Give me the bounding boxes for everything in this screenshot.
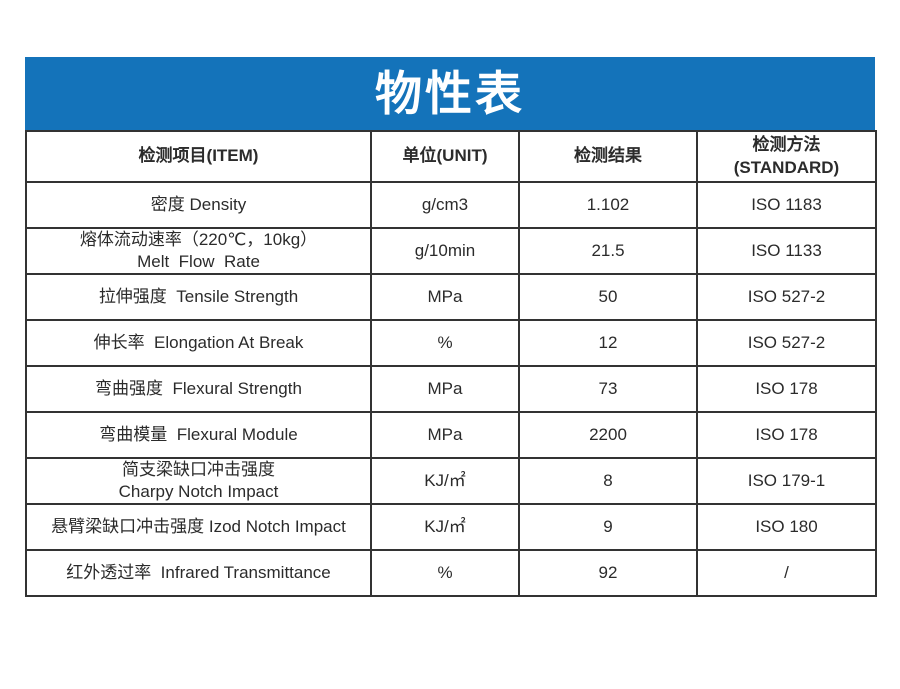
item-cell: 弯曲模量 Flexural Module [25, 411, 372, 460]
item-label: 简支梁缺口冲击强度 [122, 460, 275, 480]
item-cell: 红外透过率 Infrared Transmittance [25, 549, 372, 598]
title-banner: 物性表 [25, 57, 875, 130]
column-header-result: 检测结果 [518, 130, 698, 183]
table-row: 拉伸强度 Tensile Strength MPa 50 ISO 527-2 [25, 273, 877, 322]
header-label: 检测方法 [752, 135, 821, 155]
column-header-unit: 单位(UNIT) [370, 130, 520, 183]
result-cell: 92 [518, 549, 698, 598]
unit-cell: % [370, 319, 520, 368]
standard-cell: ISO 1183 [696, 181, 877, 229]
standard-cell: ISO 527-2 [696, 319, 877, 368]
item-label: 伸长率 Elongation At Break [93, 333, 304, 353]
item-label: 密度 Density [150, 194, 247, 214]
item-cell: 悬臂梁缺口冲击强度 Izod Notch Impact [25, 503, 372, 552]
result-cell: 50 [518, 273, 698, 322]
standard-cell: ISO 180 [696, 503, 877, 552]
item-label: 弯曲模量 Flexural Module [99, 425, 298, 445]
result-cell: 73 [518, 365, 698, 414]
table-row: 简支梁缺口冲击强度 Charpy Notch Impact KJ/㎡ 8 ISO… [25, 457, 877, 506]
unit-cell: % [370, 549, 520, 598]
result-cell: 21.5 [518, 226, 698, 276]
item-label: Melt Flow Rate [137, 252, 260, 272]
unit-cell: MPa [370, 411, 520, 460]
item-cell: 弯曲强度 Flexural Strength [25, 365, 372, 414]
table-row: 密度 Density g/cm3 1.102 ISO 1183 [25, 181, 877, 229]
standard-cell: ISO 179-1 [696, 457, 877, 506]
standard-cell: ISO 527-2 [696, 273, 877, 322]
standard-cell: / [696, 549, 877, 598]
header-label: 检测项目(ITEM) [138, 146, 259, 166]
table-row: 伸长率 Elongation At Break % 12 ISO 527-2 [25, 319, 877, 368]
properties-table: 检测项目(ITEM) 单位(UNIT) 检测结果 检测方法 (STANDARD) [25, 130, 877, 598]
header-label: 单位(UNIT) [402, 146, 488, 166]
item-label: 拉伸强度 Tensile Strength [98, 287, 299, 307]
item-cell: 熔体流动速率（220℃，10kg） Melt Flow Rate [25, 226, 372, 276]
table-row: 熔体流动速率（220℃，10kg） Melt Flow Rate g/10min… [25, 226, 877, 276]
item-label: 弯曲强度 Flexural Strength [95, 379, 302, 399]
unit-cell: MPa [370, 365, 520, 414]
column-header-standard: 检测方法 (STANDARD) [696, 130, 877, 183]
unit-cell: g/10min [370, 226, 520, 276]
item-label: 熔体流动速率（220℃，10kg） [79, 230, 318, 249]
item-label: 悬臂梁缺口冲击强度 Izod Notch Impact [51, 517, 346, 537]
unit-cell: KJ/㎡ [370, 457, 520, 506]
unit-cell: KJ/㎡ [370, 503, 520, 552]
item-cell: 简支梁缺口冲击强度 Charpy Notch Impact [25, 457, 372, 506]
column-header-item: 检测项目(ITEM) [25, 130, 372, 183]
table-row: 弯曲模量 Flexural Module MPa 2200 ISO 178 [25, 411, 877, 460]
result-cell: 9 [518, 503, 698, 552]
table-row: 红外透过率 Infrared Transmittance % 92 / [25, 549, 877, 598]
item-cell: 密度 Density [25, 181, 372, 229]
header-label: 检测结果 [574, 146, 642, 166]
page-title: 物性表 [375, 67, 525, 120]
result-cell: 12 [518, 319, 698, 368]
header-row: 检测项目(ITEM) 单位(UNIT) 检测结果 检测方法 (STANDARD) [25, 130, 877, 183]
item-cell: 伸长率 Elongation At Break [25, 319, 372, 368]
unit-cell: MPa [370, 273, 520, 322]
table-row: 弯曲强度 Flexural Strength MPa 73 ISO 178 [25, 365, 877, 414]
result-cell: 8 [518, 457, 698, 506]
result-cell: 2200 [518, 411, 698, 460]
header-label: (STANDARD) [733, 157, 840, 177]
result-cell: 1.102 [518, 181, 698, 229]
standard-cell: ISO 178 [696, 411, 877, 460]
table-row: 悬臂梁缺口冲击强度 Izod Notch Impact KJ/㎡ 9 ISO 1… [25, 503, 877, 552]
item-label: 红外透过率 Infrared Transmittance [66, 563, 331, 583]
item-label: Charpy Notch Impact [118, 482, 279, 502]
unit-cell: g/cm3 [370, 181, 520, 229]
standard-cell: ISO 178 [696, 365, 877, 414]
item-cell: 拉伸强度 Tensile Strength [25, 273, 372, 322]
standard-cell: ISO 1133 [696, 226, 877, 276]
